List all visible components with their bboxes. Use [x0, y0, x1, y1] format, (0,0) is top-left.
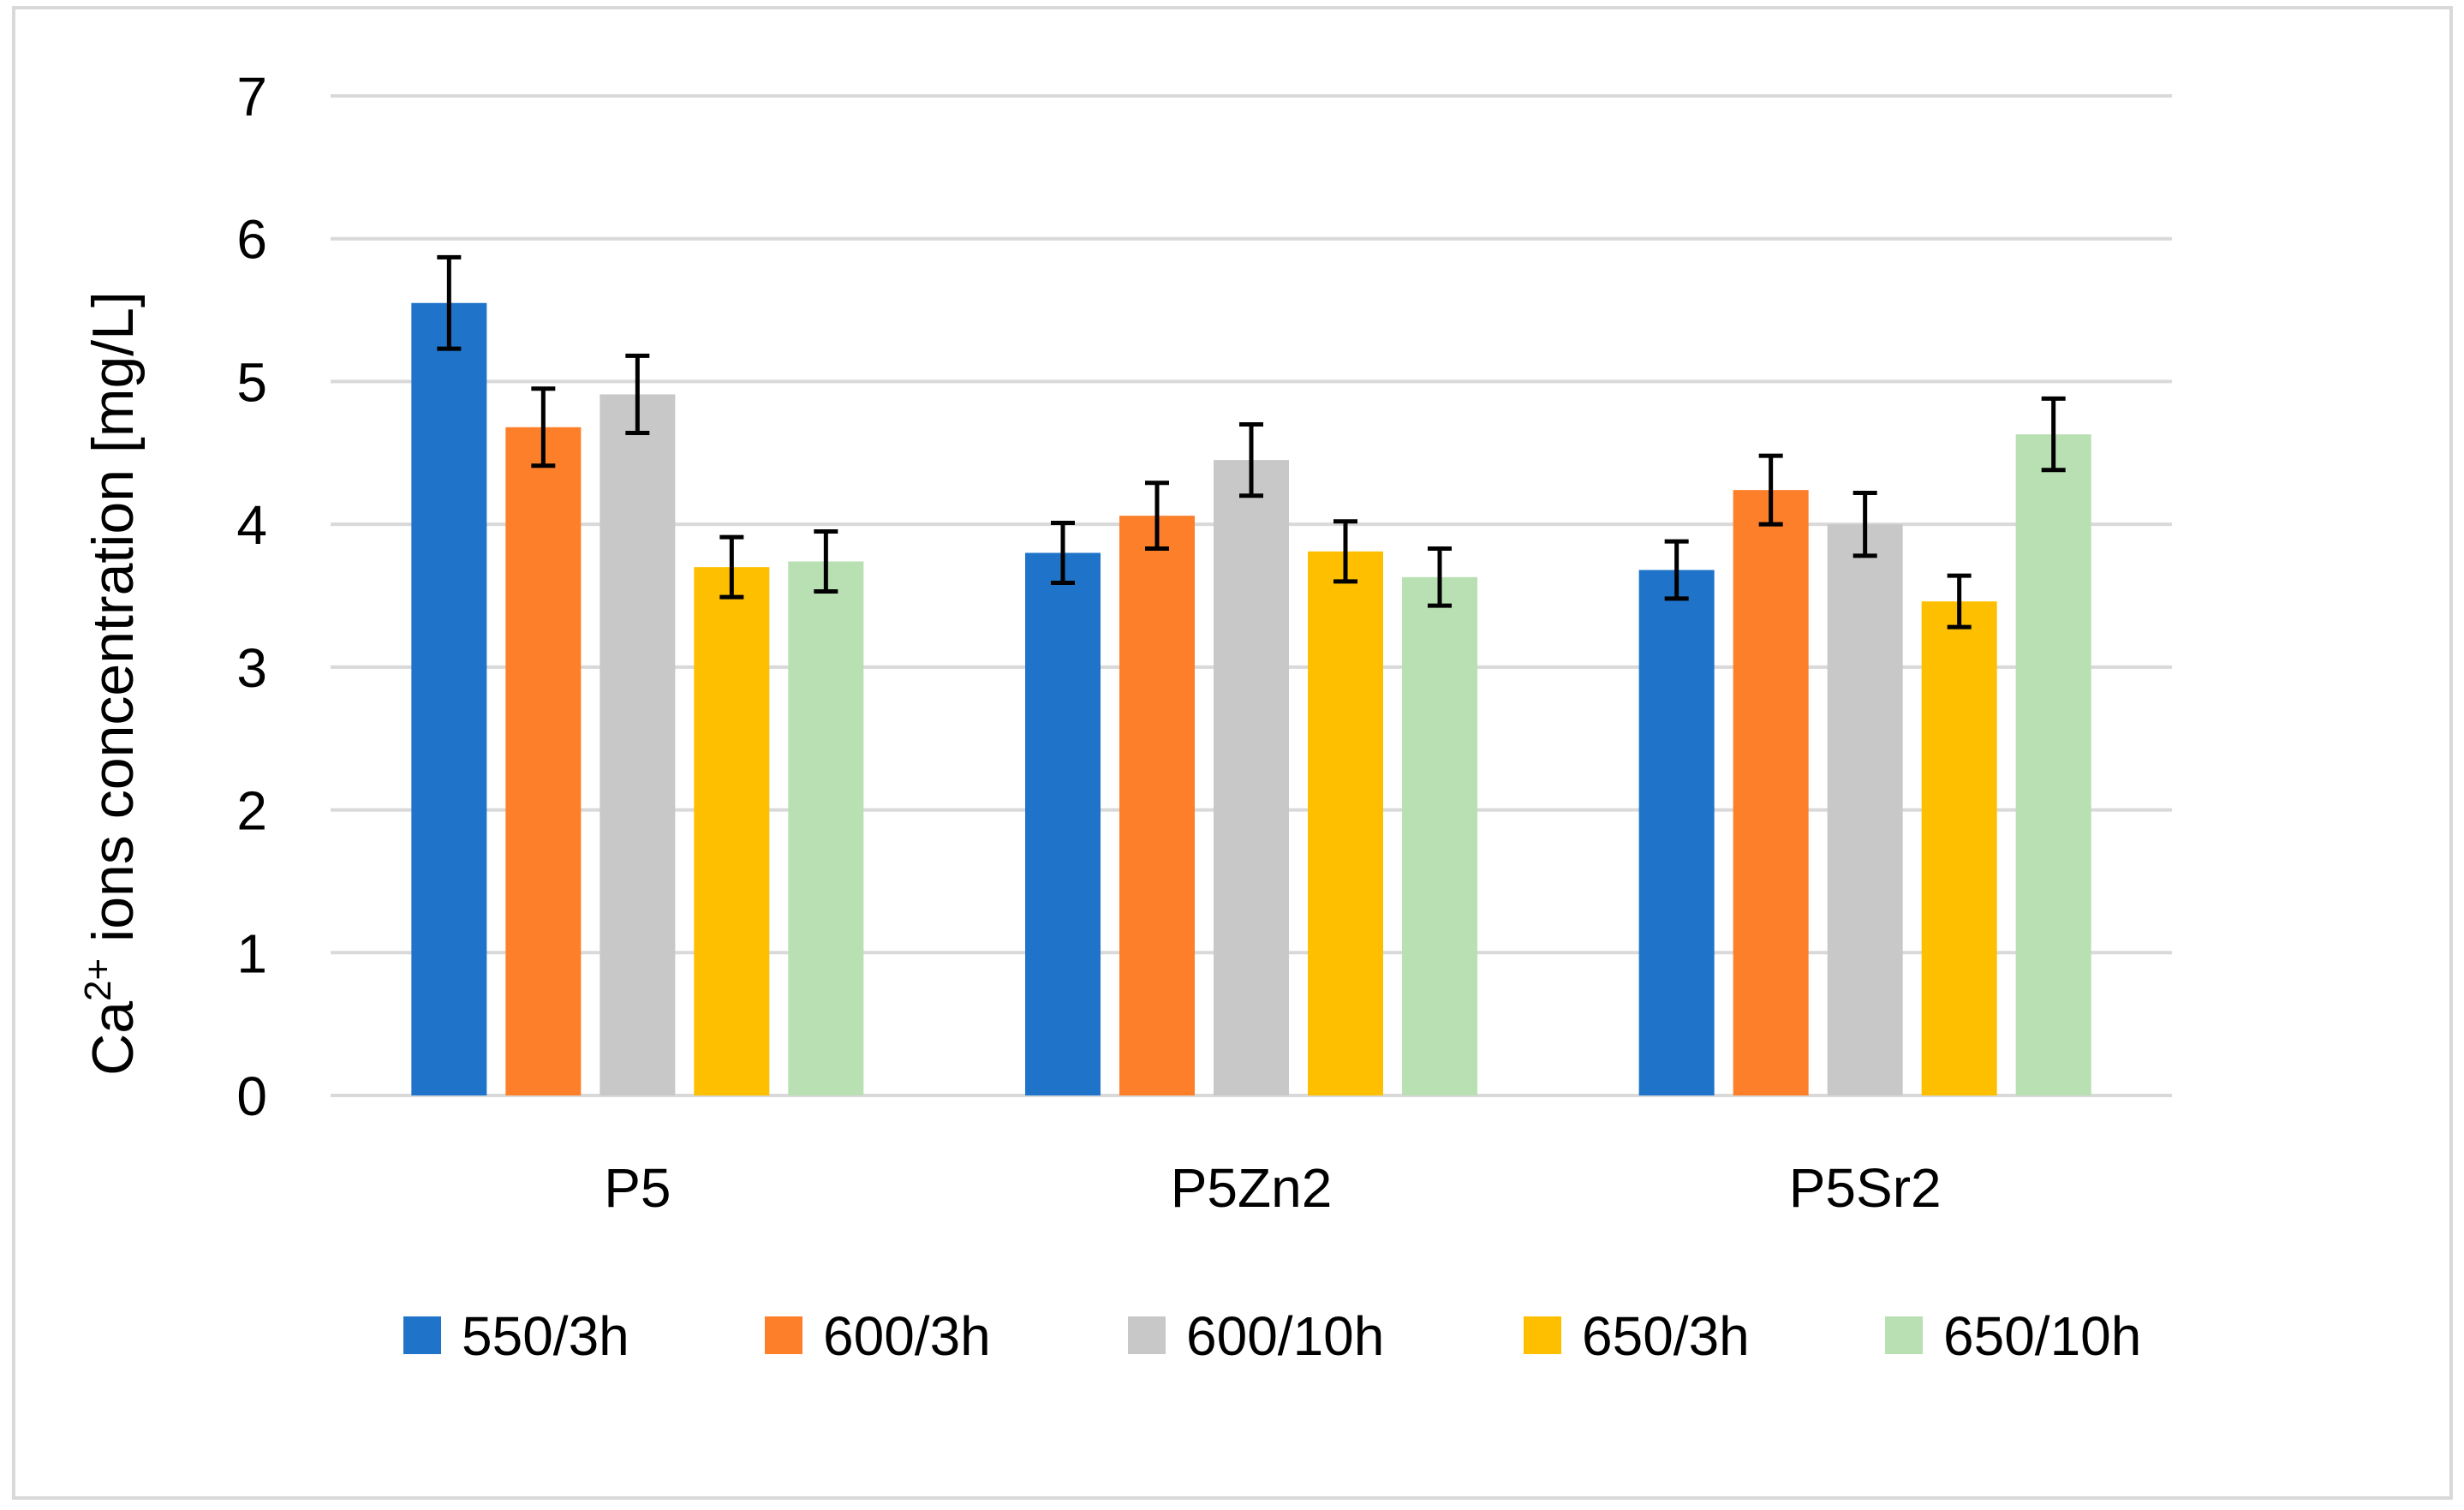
x-tick-label: P5Sr2 [1789, 1157, 1942, 1219]
bar [1733, 490, 1809, 1095]
legend-label: 650/3h [1582, 1305, 1750, 1367]
x-tick-label: P5 [604, 1157, 671, 1219]
y-tick-label: 6 [236, 209, 267, 271]
bars [411, 302, 2091, 1096]
legend-label: 650/10h [1943, 1305, 2141, 1367]
x-tick-label: P5Zn2 [1171, 1157, 1333, 1219]
bar [1638, 570, 1715, 1095]
y-tick-label: 2 [236, 780, 267, 842]
y-axis-ticks: 0 1 2 3 4 5 6 7 [236, 66, 267, 1127]
legend-label: 600/10h [1186, 1305, 1384, 1367]
y-tick-label: 7 [236, 66, 267, 128]
legend-swatch [765, 1316, 802, 1354]
bar [1308, 551, 1383, 1095]
legend: 550/3h 600/3h 600/10h 650/3h 650/10h [403, 1305, 2141, 1367]
legend-swatch [1128, 1316, 1166, 1354]
y-tick-label: 0 [236, 1065, 267, 1127]
legend-label: 550/3h [462, 1305, 629, 1367]
bar [694, 567, 770, 1095]
legend-label: 600/3h [823, 1305, 991, 1367]
bar [788, 561, 864, 1095]
bar [1119, 516, 1195, 1095]
x-axis-ticks: P5 P5Zn2 P5Sr2 [604, 1157, 1941, 1219]
bar [600, 394, 676, 1095]
y-tick-label: 1 [236, 922, 267, 984]
y-tick-label: 5 [236, 351, 267, 413]
bar [1214, 460, 1289, 1095]
y-axis-label-prefix: Ca [81, 1001, 146, 1076]
y-axis-label-superscript: 2+ [77, 958, 119, 1001]
bar [2015, 434, 2091, 1095]
bar [1827, 524, 1903, 1095]
bar [505, 427, 582, 1096]
bar [1921, 601, 1997, 1095]
legend-swatch [1885, 1316, 1923, 1354]
y-axis-label-suffix: ions concentration [mg/L] [81, 291, 146, 958]
bar [411, 302, 487, 1095]
y-axis-label: Ca2+ ions concentration [mg/L] [77, 291, 146, 1076]
y-tick-label: 4 [236, 494, 267, 556]
legend-swatch [403, 1316, 441, 1354]
error-bars [437, 254, 2066, 630]
y-tick-label: 3 [236, 637, 267, 699]
legend-swatch [1524, 1316, 1561, 1354]
bar [1402, 576, 1477, 1095]
bar [1025, 552, 1101, 1095]
